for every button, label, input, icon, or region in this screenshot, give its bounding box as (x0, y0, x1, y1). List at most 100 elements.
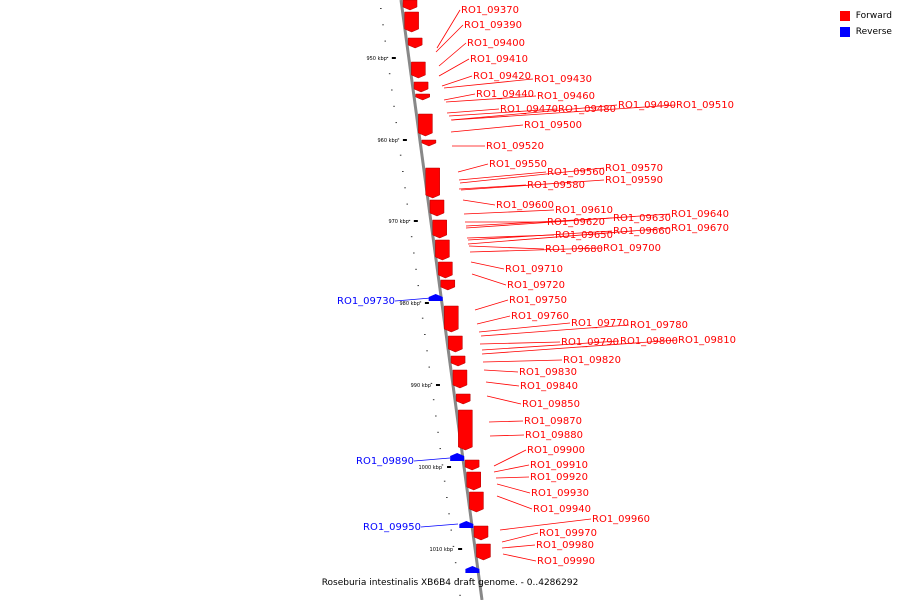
forward-gene-block (440, 279, 456, 291)
gene-label-ro1-09830[interactable]: RO1_09830 (519, 367, 577, 378)
gene-label-ro1-09700[interactable]: RO1_09700 (603, 243, 661, 254)
minor-tick (408, 219, 411, 221)
gene-label-ro1-09480[interactable]: RO1_09480 (558, 104, 616, 115)
gene-label-ro1-09710[interactable]: RO1_09710 (505, 264, 563, 275)
leader-line (470, 261, 505, 270)
forward-gene-block (438, 261, 453, 279)
gene-label-ro1-09730[interactable]: RO1_09730 (337, 296, 395, 307)
reverse-gene-block (465, 566, 480, 573)
leader-line (413, 457, 451, 462)
gene-label-ro1-09800[interactable]: RO1_09800 (620, 336, 678, 347)
leader-line (458, 171, 547, 181)
leader-line (460, 179, 605, 191)
gene-label-ro1-09880[interactable]: RO1_09880 (525, 430, 583, 441)
forward-gene-block (429, 199, 445, 217)
minor-tick (428, 366, 430, 368)
gene-label-ro1-09980[interactable]: RO1_09980 (536, 540, 594, 551)
gene-label-ro1-09990[interactable]: RO1_09990 (537, 556, 595, 567)
minor-tick (424, 334, 426, 335)
major-tick (424, 302, 429, 304)
gene-label-ro1-09840[interactable]: RO1_09840 (520, 381, 578, 392)
gene-label-ro1-09780[interactable]: RO1_09780 (630, 320, 688, 331)
leader-line (485, 381, 520, 387)
gene-label-ro1-09930[interactable]: RO1_09930 (531, 488, 589, 499)
forward-gene-block (407, 37, 423, 49)
minor-tick (419, 301, 422, 303)
gene-label-ro1-09580[interactable]: RO1_09580 (527, 180, 585, 191)
gene-label-ro1-09920[interactable]: RO1_09920 (530, 472, 588, 483)
gene-label-ro1-09620[interactable]: RO1_09620 (547, 217, 605, 228)
minor-tick (452, 545, 455, 547)
gene-label-ro1-09440[interactable]: RO1_09440 (476, 89, 534, 100)
leader-line (469, 247, 603, 253)
leader-line (488, 420, 524, 423)
gene-label-ro1-09820[interactable]: RO1_09820 (563, 355, 621, 366)
gene-label-ro1-09430[interactable]: RO1_09430 (534, 74, 592, 85)
gene-label-ro1-09890[interactable]: RO1_09890 (356, 456, 414, 467)
gene-label-ro1-09670[interactable]: RO1_09670 (671, 223, 729, 234)
gene-label-ro1-09610[interactable]: RO1_09610 (555, 205, 613, 216)
gene-label-ro1-09850[interactable]: RO1_09850 (522, 399, 580, 410)
leader-line (448, 108, 558, 117)
leader-line (478, 322, 571, 333)
gene-label-ro1-09590[interactable]: RO1_09590 (605, 175, 663, 186)
reverse-gene-block (459, 521, 474, 528)
gene-label-ro1-09660[interactable]: RO1_09660 (613, 226, 671, 237)
gene-label-ro1-09810[interactable]: RO1_09810 (678, 335, 736, 346)
gene-label-ro1-09370[interactable]: RO1_09370 (461, 5, 519, 16)
legend-reverse-label: Reverse (855, 27, 892, 37)
leader-line (462, 199, 496, 206)
minor-tick (388, 73, 391, 75)
gene-label-ro1-09550[interactable]: RO1_09550 (489, 159, 547, 170)
gene-label-ro1-09460[interactable]: RO1_09460 (537, 91, 595, 102)
gene-label-ro1-09720[interactable]: RO1_09720 (507, 280, 565, 291)
gene-label-ro1-09600[interactable]: RO1_09600 (496, 200, 554, 211)
gene-label-ro1-09510[interactable]: RO1_09510 (676, 100, 734, 111)
legend-forward-label: Forward (855, 11, 892, 21)
gene-label-ro1-09570[interactable]: RO1_09570 (605, 163, 663, 174)
leader-line (445, 95, 537, 103)
gene-label-ro1-09910[interactable]: RO1_09910 (530, 460, 588, 471)
forward-gene-block (413, 81, 429, 93)
gene-label-ro1-09770[interactable]: RO1_09770 (571, 318, 629, 329)
minor-tick (397, 138, 400, 140)
leader-line (489, 434, 525, 437)
gene-label-ro1-09650[interactable]: RO1_09650 (555, 230, 613, 241)
gene-label-ro1-09390[interactable]: RO1_09390 (464, 20, 522, 31)
minor-tick (454, 562, 457, 564)
gene-label-ro1-09870[interactable]: RO1_09870 (524, 416, 582, 427)
forward-gene-block (452, 369, 468, 389)
gene-label-ro1-09760[interactable]: RO1_09760 (511, 311, 569, 322)
gene-label-ro1-09410[interactable]: RO1_09410 (470, 54, 528, 65)
minor-tick (410, 236, 413, 238)
leader-line (420, 523, 459, 528)
gene-label-ro1-09750[interactable]: RO1_09750 (509, 295, 567, 306)
reverse-swatch (839, 27, 850, 37)
gene-label-ro1-09680[interactable]: RO1_09680 (545, 244, 603, 255)
forward-swatch (839, 11, 850, 21)
minor-tick (432, 399, 435, 401)
forward-gene-block (464, 459, 480, 471)
gene-label-ro1-09640[interactable]: RO1_09640 (671, 209, 729, 220)
tick-label: 970 kbp (388, 219, 408, 225)
gene-labels: RO1_09370 RO1_09390 RO1_09400 RO1_09410 RO1_… (337, 5, 736, 567)
gene-label-ro1-09400[interactable]: RO1_09400 (467, 38, 525, 49)
gene-label-ro1-09950[interactable]: RO1_09950 (363, 522, 421, 533)
leader-line (482, 359, 563, 363)
leader-line (481, 340, 620, 351)
gene-label-ro1-09960[interactable]: RO1_09960 (592, 514, 650, 525)
gene-label-ro1-09790[interactable]: RO1_09790 (561, 337, 619, 348)
gene-label-ro1-09970[interactable]: RO1_09970 (539, 528, 597, 539)
gene-label-ro1-09420[interactable]: RO1_09420 (473, 71, 531, 82)
gene-label-ro1-09520[interactable]: RO1_09520 (486, 141, 544, 152)
gene-label-ro1-09560[interactable]: RO1_09560 (547, 167, 605, 178)
forward-gene-block (432, 219, 447, 239)
minor-tick (459, 594, 461, 596)
leader-line (450, 104, 618, 121)
gene-label-ro1-09500[interactable]: RO1_09500 (524, 120, 582, 131)
gene-label-ro1-09940[interactable]: RO1_09940 (533, 504, 591, 515)
gene-label-ro1-09490[interactable]: RO1_09490 (618, 100, 676, 111)
gene-label-ro1-09900[interactable]: RO1_09900 (527, 445, 585, 456)
gene-label-ro1-09470[interactable]: RO1_09470 (500, 104, 558, 115)
gene-label-ro1-09630[interactable]: RO1_09630 (613, 213, 671, 224)
